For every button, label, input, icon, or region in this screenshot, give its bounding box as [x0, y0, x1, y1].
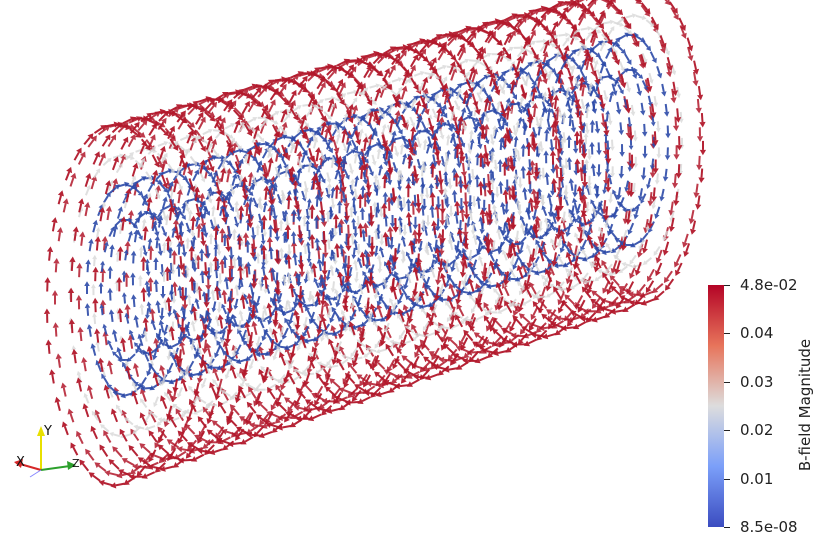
arrow-glyphs	[43, 0, 707, 489]
color-legend-bar	[708, 285, 724, 527]
color-legend-tick-label: 0.01	[740, 469, 774, 488]
color-legend-tick	[724, 333, 730, 335]
orientation-axes: Y X Z	[8, 420, 88, 489]
color-legend-tick	[724, 527, 730, 528]
axis-y-label: Y	[44, 424, 52, 439]
color-legend-tick-label: 0.04	[740, 324, 774, 343]
color-legend-tick-label: 8.5e-08	[740, 518, 798, 535]
color-legend-tick	[724, 381, 730, 383]
color-legend-tick	[724, 285, 730, 286]
color-legend-tick	[724, 478, 730, 480]
axis-x-label: X	[16, 455, 25, 470]
color-legend-tick-label: 0.03	[740, 372, 774, 391]
axis-z-label: Z	[72, 457, 80, 470]
color-legend-title: B-field Magnitude	[796, 338, 814, 472]
color-legend-tick-label: 4.8e-02	[740, 276, 798, 294]
axes-triad-icon	[14, 426, 76, 478]
color-legend-tick-label: 0.02	[740, 421, 774, 440]
color-legend-tick	[724, 430, 730, 432]
